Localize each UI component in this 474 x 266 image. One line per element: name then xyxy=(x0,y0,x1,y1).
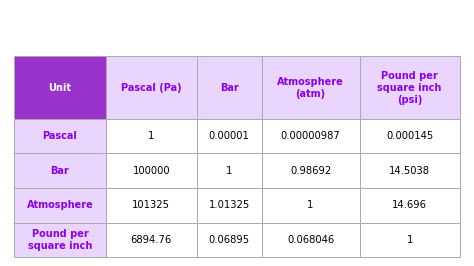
Text: Pascal (Pa): Pascal (Pa) xyxy=(121,83,182,93)
Bar xyxy=(106,223,197,257)
Text: 14.5038: 14.5038 xyxy=(389,166,430,176)
Bar xyxy=(262,223,359,257)
Text: Pascal: Pascal xyxy=(43,131,77,141)
Text: Unit: Unit xyxy=(48,83,72,93)
Bar xyxy=(359,56,460,119)
Bar xyxy=(197,188,262,223)
Text: Atmosphere
(atm): Atmosphere (atm) xyxy=(277,77,344,99)
Text: Bar: Bar xyxy=(220,83,238,93)
Bar xyxy=(106,56,197,119)
Bar xyxy=(197,119,262,153)
Text: 0.98692: 0.98692 xyxy=(290,166,331,176)
Bar xyxy=(106,153,197,188)
Bar xyxy=(14,153,106,188)
Text: 6894.76: 6894.76 xyxy=(131,235,172,245)
Bar xyxy=(106,188,197,223)
Text: CONVERSION OF PRESSURE UNITS: CONVERSION OF PRESSURE UNITS xyxy=(56,15,418,35)
Bar xyxy=(262,153,359,188)
Text: 1.01325: 1.01325 xyxy=(209,200,250,210)
Bar xyxy=(14,188,106,223)
Bar xyxy=(359,188,460,223)
Text: 0.00000987: 0.00000987 xyxy=(281,131,340,141)
Text: Pound per
square inch
(psi): Pound per square inch (psi) xyxy=(377,70,442,105)
Text: 0.00001: 0.00001 xyxy=(209,131,250,141)
Bar xyxy=(14,56,106,119)
Bar xyxy=(106,119,197,153)
Bar xyxy=(14,119,106,153)
Bar xyxy=(359,223,460,257)
Bar xyxy=(197,56,262,119)
Text: Bar: Bar xyxy=(51,166,69,176)
Text: 0.000145: 0.000145 xyxy=(386,131,433,141)
Text: 1: 1 xyxy=(226,166,232,176)
Text: 0.06895: 0.06895 xyxy=(209,235,250,245)
Text: 1: 1 xyxy=(307,200,314,210)
Bar xyxy=(262,188,359,223)
Bar xyxy=(262,119,359,153)
Bar xyxy=(359,119,460,153)
Bar xyxy=(197,153,262,188)
Bar xyxy=(359,153,460,188)
Bar xyxy=(262,56,359,119)
Bar xyxy=(14,223,106,257)
Text: Atmosphere: Atmosphere xyxy=(27,200,93,210)
Text: 1: 1 xyxy=(148,131,155,141)
Text: 100000: 100000 xyxy=(132,166,170,176)
Text: Pound per
square inch: Pound per square inch xyxy=(27,229,92,251)
Text: 0.068046: 0.068046 xyxy=(287,235,334,245)
Text: 101325: 101325 xyxy=(132,200,170,210)
Text: 14.696: 14.696 xyxy=(392,200,427,210)
Text: 1: 1 xyxy=(407,235,413,245)
Bar xyxy=(197,223,262,257)
